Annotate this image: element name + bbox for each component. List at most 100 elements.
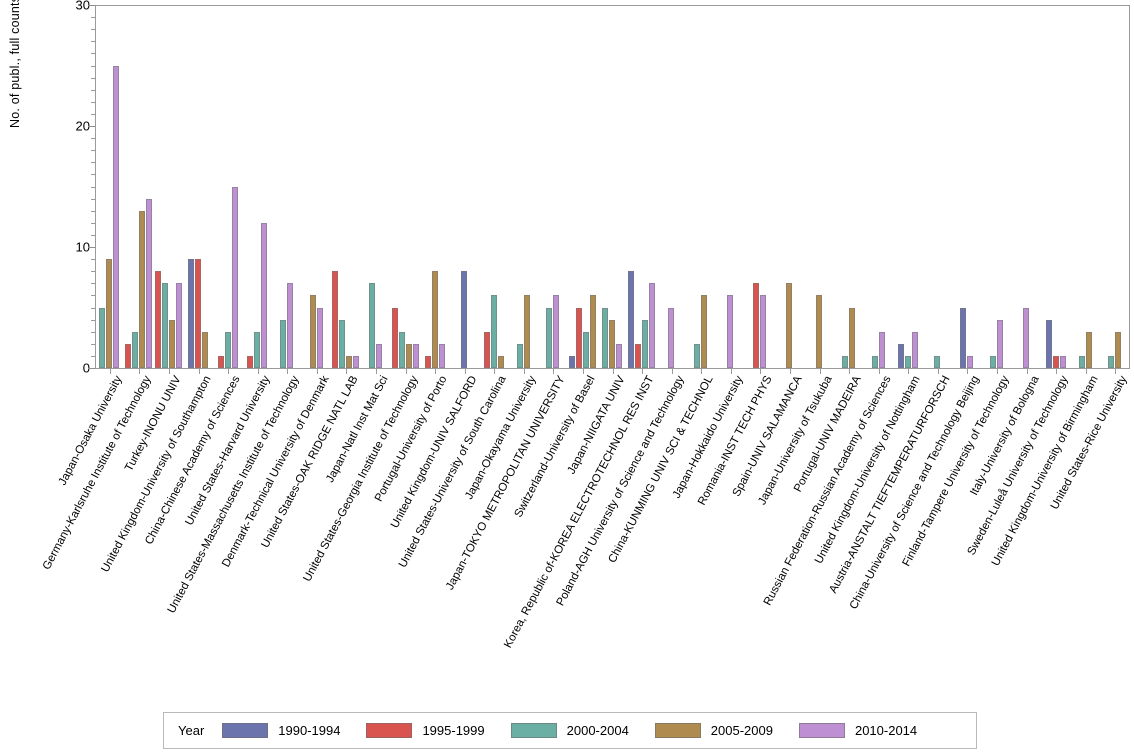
bar <box>668 307 675 368</box>
legend-entry[interactable]: 1990-1994 <box>222 723 340 738</box>
bar <box>339 319 346 368</box>
bar <box>1078 355 1085 368</box>
bar <box>989 355 996 368</box>
bar <box>786 283 793 368</box>
legend-color-swatch <box>798 723 845 738</box>
y-axis-minor-tick <box>91 89 95 91</box>
x-axis-tick <box>168 369 170 374</box>
bar <box>546 307 553 368</box>
y-axis-minor-tick <box>91 259 95 261</box>
bar <box>490 295 497 368</box>
x-axis-tick <box>1085 369 1087 374</box>
bar <box>438 343 445 368</box>
bar <box>1108 355 1115 368</box>
bar <box>154 271 161 368</box>
bar <box>602 307 608 368</box>
x-axis-tick <box>553 369 555 374</box>
bar <box>996 319 1003 368</box>
y-axis-minor-tick <box>91 331 95 333</box>
bar <box>424 355 431 368</box>
legend-label: 1995-1999 <box>422 723 485 738</box>
bar <box>195 259 201 368</box>
plot-top-border <box>95 5 1130 6</box>
plot-right-border <box>1129 5 1130 369</box>
x-axis-tick <box>967 369 969 374</box>
y-axis-minor-tick <box>91 41 95 43</box>
x-axis-tick <box>228 369 230 374</box>
x-axis-tick <box>375 369 377 374</box>
bar <box>523 295 530 368</box>
y-axis-minor-tick <box>91 307 95 309</box>
bar <box>760 295 767 368</box>
x-axis-tick <box>908 369 910 374</box>
x-axis-tick <box>109 369 111 374</box>
bar <box>616 343 622 368</box>
bar <box>202 331 208 368</box>
x-axis-tick <box>642 369 644 374</box>
bar <box>132 331 139 368</box>
bar <box>628 271 635 368</box>
x-axis-tick-labels: Japan-Osaka University Germany-Karlsruhe … <box>0 374 1134 694</box>
bar <box>280 319 287 368</box>
y-axis-tick-label: 30 <box>75 0 90 13</box>
x-axis-tick-label-text: Turkey-INONU UNIV <box>123 374 184 474</box>
bar <box>727 295 734 368</box>
bar <box>609 319 615 368</box>
y-axis-minor-tick <box>91 271 95 273</box>
bar <box>217 355 224 368</box>
x-axis-tick <box>789 369 791 374</box>
y-axis-major-tick <box>88 247 95 248</box>
bar <box>842 355 849 368</box>
bar <box>1085 331 1092 368</box>
bar <box>871 355 878 368</box>
y-axis-title: No. of publ., full counts <box>8 0 22 128</box>
bar <box>967 355 974 368</box>
y-axis-major-tick <box>88 368 95 369</box>
y-axis-tick-label: 0 <box>82 360 90 376</box>
bar <box>635 343 642 368</box>
legend-entry[interactable]: 1995-1999 <box>366 723 485 738</box>
x-axis-tick <box>878 369 880 374</box>
legend-color-swatch <box>510 723 557 738</box>
x-axis-tick <box>1115 369 1117 374</box>
x-axis-tick <box>346 369 348 374</box>
bar <box>483 331 490 368</box>
plot-area <box>95 5 1130 368</box>
bar <box>516 343 523 368</box>
bar <box>568 355 575 368</box>
x-axis-tick <box>523 369 525 374</box>
y-axis-minor-tick <box>91 17 95 19</box>
x-axis-tick <box>937 369 939 374</box>
bar <box>701 295 708 368</box>
bar <box>231 186 238 368</box>
legend-entry[interactable]: 2005-2009 <box>654 723 773 738</box>
x-axis-tick <box>1056 369 1058 374</box>
bar <box>753 283 760 368</box>
bar <box>582 331 589 368</box>
legend-label: 2010-2014 <box>854 723 918 738</box>
y-axis-tick-label: 20 <box>75 118 90 134</box>
bar <box>106 259 113 368</box>
x-axis-tick <box>1026 369 1028 374</box>
bar <box>405 343 412 368</box>
bar <box>254 331 261 368</box>
bar <box>332 271 339 368</box>
bar <box>375 343 382 368</box>
legend-title: Year <box>178 723 205 738</box>
bar <box>125 343 132 368</box>
y-axis-minor-tick <box>91 162 95 164</box>
bar <box>431 271 438 368</box>
y-axis-tick-labels: 0 10 20 30 <box>52 0 90 380</box>
y-axis-minor-tick <box>91 65 95 67</box>
legend-entry[interactable]: 2000-2004 <box>510 723 629 738</box>
bar <box>368 283 375 368</box>
y-axis-minor-tick <box>91 283 95 285</box>
bar <box>649 283 656 368</box>
bar <box>113 65 120 368</box>
bar <box>849 307 856 368</box>
legend-entry[interactable]: 2010-2014 <box>798 723 918 738</box>
bar <box>247 355 254 368</box>
bar <box>261 222 268 368</box>
x-axis-tick <box>730 369 732 374</box>
